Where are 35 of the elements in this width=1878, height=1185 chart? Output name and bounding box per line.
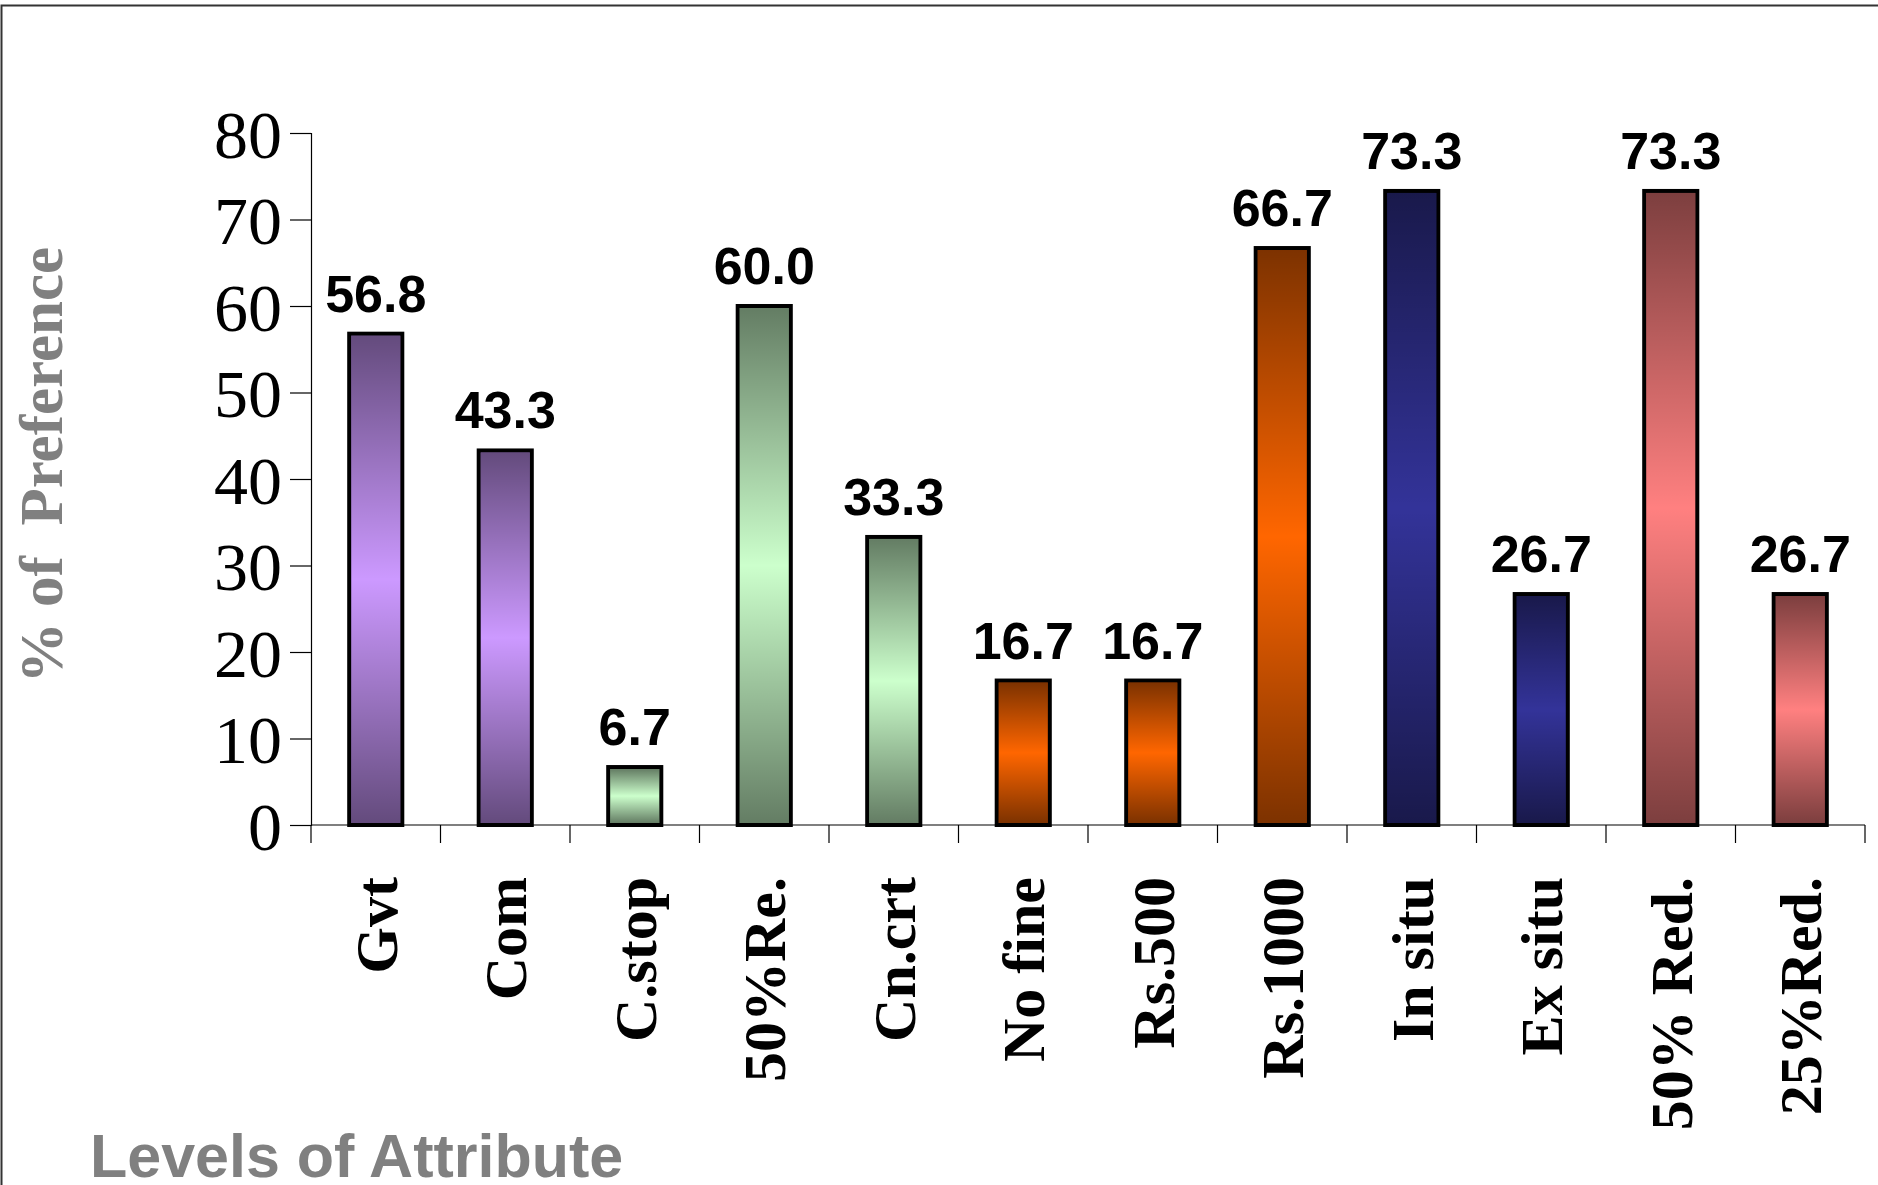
data-label: 6.7 — [598, 698, 671, 757]
data-label: 73.3 — [1620, 121, 1722, 180]
data-label: 73.3 — [1361, 121, 1463, 180]
x-tick-label: Rs.1000 — [1250, 877, 1317, 1079]
x-tick-label: Rs.500 — [1120, 877, 1187, 1049]
x-tick-label: 50% Red. — [1638, 877, 1705, 1131]
x-axis-title: Levels of Attribute — [90, 1122, 624, 1185]
x-tick-label: Ex situ — [1509, 877, 1576, 1056]
data-label: 26.7 — [1749, 525, 1851, 584]
data-label: 16.7 — [972, 611, 1074, 670]
data-label: 26.7 — [1490, 525, 1592, 584]
data-label: 16.7 — [1102, 611, 1204, 670]
y-tick-label: 60 — [214, 269, 282, 346]
x-tick-label: 25%Red. — [1768, 877, 1835, 1116]
y-tick-label: 0 — [248, 788, 282, 865]
data-label: 43.3 — [454, 381, 556, 440]
x-tick-label: 50%Re. — [732, 877, 799, 1082]
x-tick-label: Cn.crt — [861, 876, 928, 1042]
y-tick-label: 80 — [214, 96, 282, 173]
x-tick-label: Gvt — [343, 876, 410, 974]
y-tick-label: 30 — [214, 529, 282, 606]
data-label: 56.8 — [325, 264, 427, 323]
data-label: 66.7 — [1231, 179, 1333, 238]
x-tick-label: In situ — [1379, 877, 1446, 1043]
data-label: 60.0 — [713, 237, 815, 295]
y-tick-label: 10 — [214, 702, 282, 779]
x-tick-label: Com — [473, 877, 540, 1001]
x-tick-label: C.stop — [602, 877, 669, 1043]
y-tick-label: 20 — [214, 615, 282, 692]
y-axis-title: % of Preference — [8, 246, 75, 684]
y-tick-label: 40 — [214, 442, 282, 519]
y-tick-label: 70 — [214, 183, 282, 260]
y-tick-label: 50 — [214, 356, 282, 433]
x-tick-label: No fine — [991, 877, 1058, 1062]
data-label: 33.3 — [843, 467, 945, 526]
